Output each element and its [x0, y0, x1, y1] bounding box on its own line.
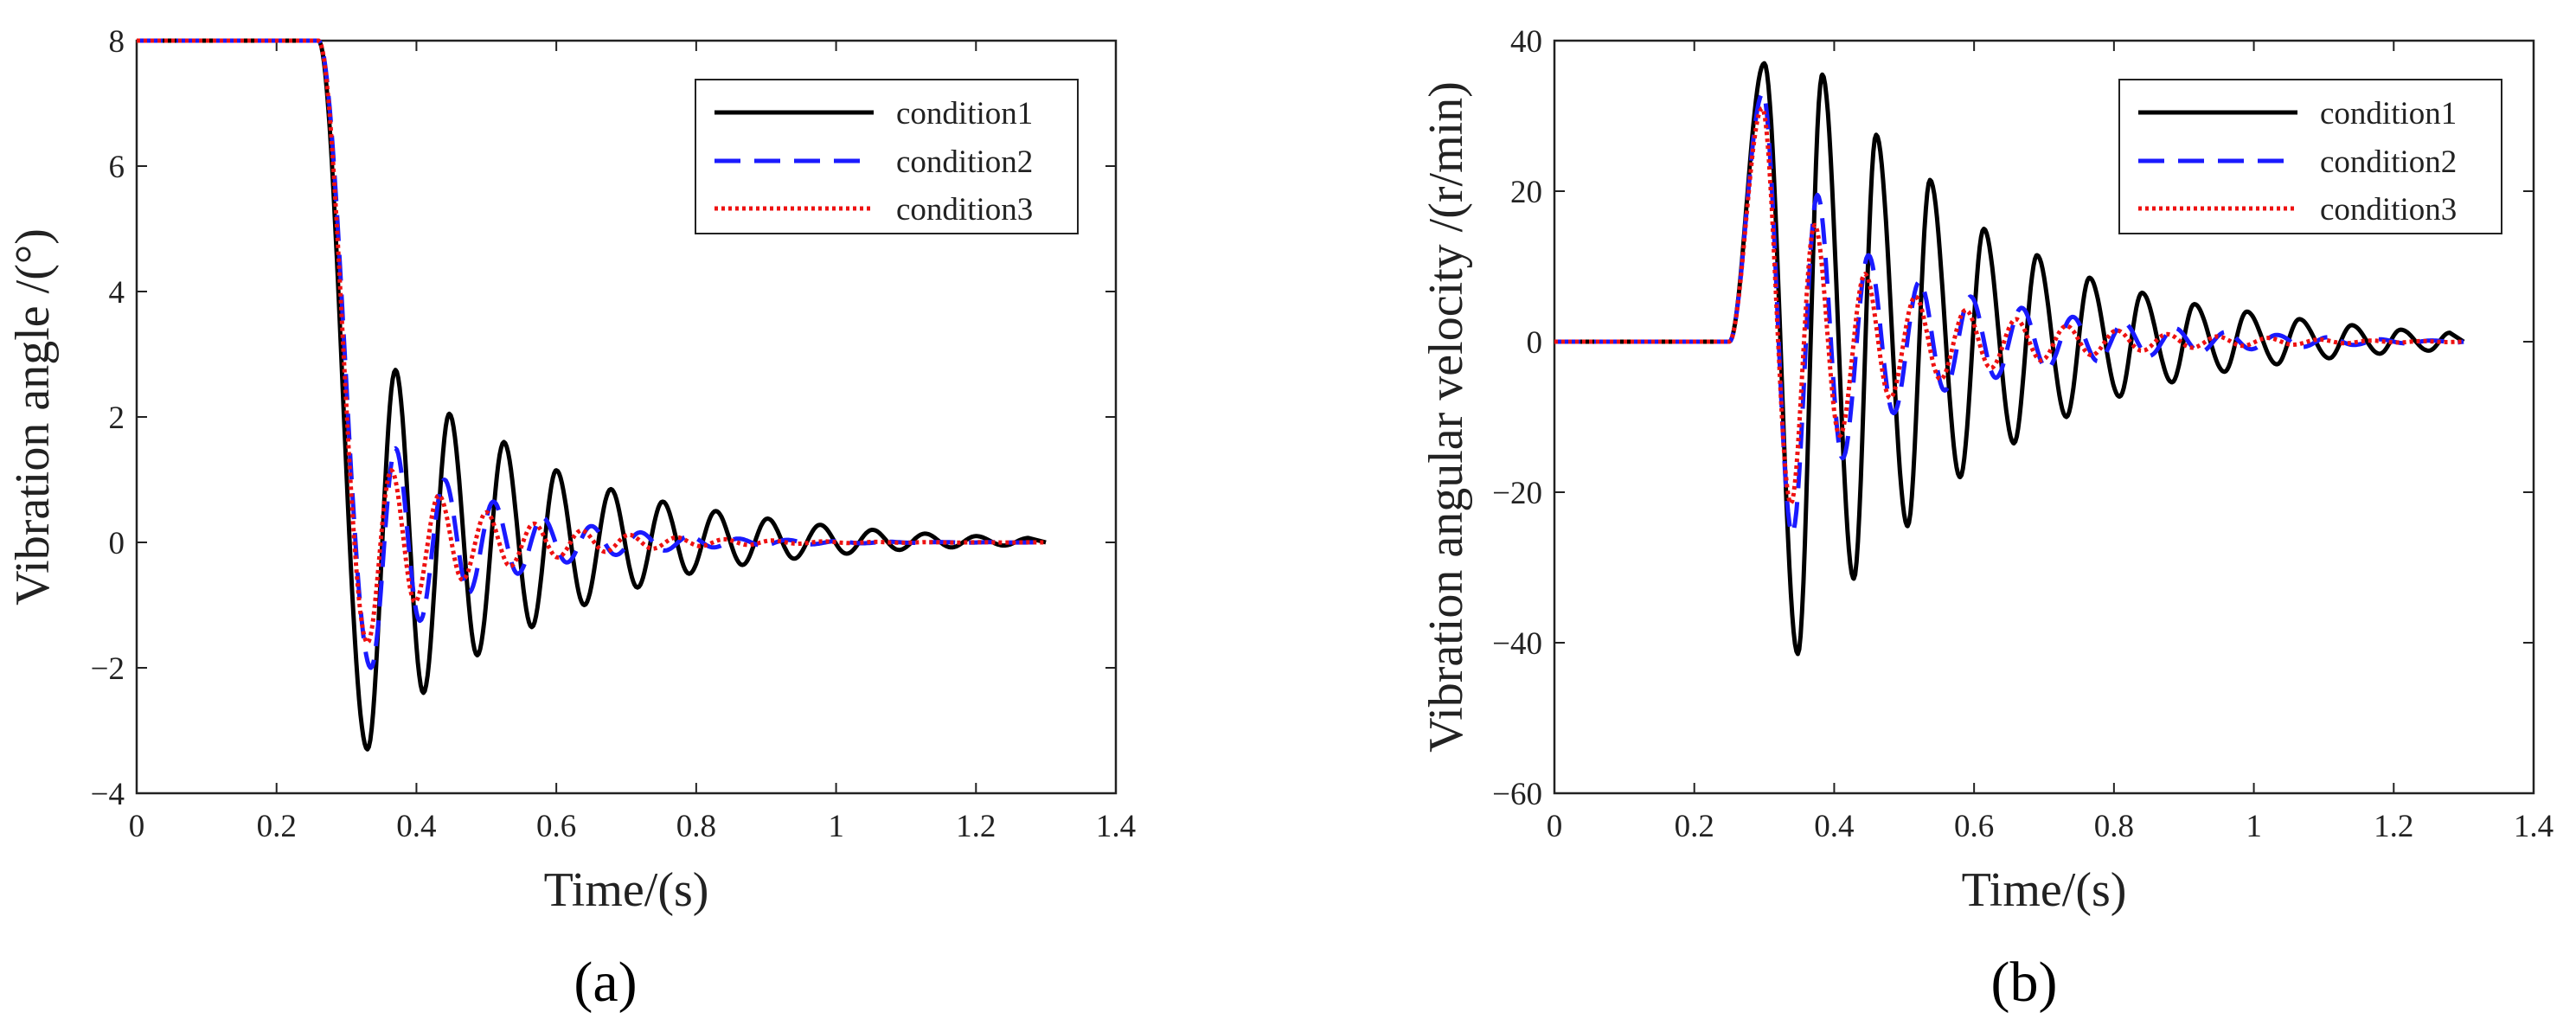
y-tick-label-a: 8 — [109, 24, 125, 60]
y-tick-label-b: 40 — [1510, 24, 1542, 60]
legend-a: condition1 condition2 condition3 — [695, 79, 1079, 234]
y-tick-label-b: −60 — [1492, 777, 1542, 812]
x-tick-label-b: 1 — [2246, 809, 2262, 844]
series-line-condition2-b — [1554, 91, 2464, 536]
y-tick-label-b: 0 — [1527, 325, 1543, 361]
chart-panel-a: 0 0.2 0.4 0.6 0.8 1 1.2 1.4 −4 −2 0 2 4 6 8 Time/(s) V… — [6, 24, 1136, 1014]
x-tick-label-b: 0.6 — [1954, 809, 1994, 844]
x-tick-label-b: 1.2 — [2374, 809, 2413, 844]
series-lines-a — [137, 38, 1047, 752]
x-tick-label-a: 1.4 — [1096, 809, 1136, 844]
x-tick-label-a: 0.6 — [536, 809, 576, 844]
legend-b: condition1 condition2 condition3 — [2118, 79, 2502, 234]
x-tick-label-b: 0 — [1547, 809, 1563, 844]
x-tick-label-b: 1.4 — [2514, 809, 2554, 844]
x-axis-label-a: Time/(s) — [544, 863, 709, 917]
legend-label-condition1-b: condition1 — [2320, 96, 2457, 131]
x-tick-label-a: 0 — [129, 809, 145, 844]
axis-ticks-b: 0 0.2 0.4 0.6 0.8 1 1.2 1.4 −60 −40 −20 0 20 40 — [1492, 24, 2554, 844]
x-tick-label-a: 1.2 — [956, 809, 996, 844]
y-tick-label-a: 4 — [109, 275, 125, 311]
y-axis-label-b: Vibration angular velocity /(r/min) — [1419, 81, 1473, 753]
legend-label-condition3-b: condition3 — [2320, 192, 2457, 228]
legend-label-condition3-a: condition3 — [896, 192, 1033, 228]
x-tick-label-a: 0.4 — [396, 809, 436, 844]
y-tick-label-a: −4 — [91, 777, 125, 812]
y-tick-label-b: −20 — [1492, 476, 1542, 511]
panel-label-a: (a) — [574, 951, 637, 1014]
y-tick-label-b: 20 — [1510, 175, 1542, 210]
legend-label-condition2-a: condition2 — [896, 144, 1033, 180]
chart-panel-b: 0 0.2 0.4 0.6 0.8 1 1.2 1.4 −60 −40 −20 0 20 40 Time/… — [1419, 24, 2554, 1014]
axis-ticks-a: 0 0.2 0.4 0.6 0.8 1 1.2 1.4 −4 −2 0 2 4 6 8 — [91, 24, 1137, 844]
series-line-condition3-a — [137, 38, 1047, 645]
x-tick-label-b: 0.8 — [2094, 809, 2134, 844]
series-line-condition2-a — [137, 38, 1047, 670]
y-tick-label-a: 6 — [109, 150, 125, 185]
x-tick-label-a: 1 — [828, 809, 844, 844]
x-tick-label-a: 0.2 — [257, 809, 297, 844]
y-tick-label-b: −40 — [1492, 626, 1542, 662]
legend-label-condition1-a: condition1 — [896, 96, 1033, 131]
series-line-condition1-b — [1554, 61, 2465, 657]
x-tick-label-a: 0.8 — [676, 809, 716, 844]
panel-label-b: (b) — [1991, 951, 2058, 1014]
series-lines-b — [1554, 61, 2465, 657]
series-line-condition3-b — [1554, 106, 2464, 506]
x-axis-label-b: Time/(s) — [1962, 863, 2127, 917]
y-axis-label-a: Vibration angle /(°) — [6, 228, 60, 606]
y-tick-label-a: 2 — [109, 401, 125, 436]
legend-label-condition2-b: condition2 — [2320, 144, 2457, 180]
y-tick-label-a: −2 — [91, 651, 125, 687]
x-tick-label-b: 0.4 — [1814, 809, 1854, 844]
x-tick-label-b: 0.2 — [1675, 809, 1714, 844]
y-tick-label-a: 0 — [109, 526, 125, 561]
